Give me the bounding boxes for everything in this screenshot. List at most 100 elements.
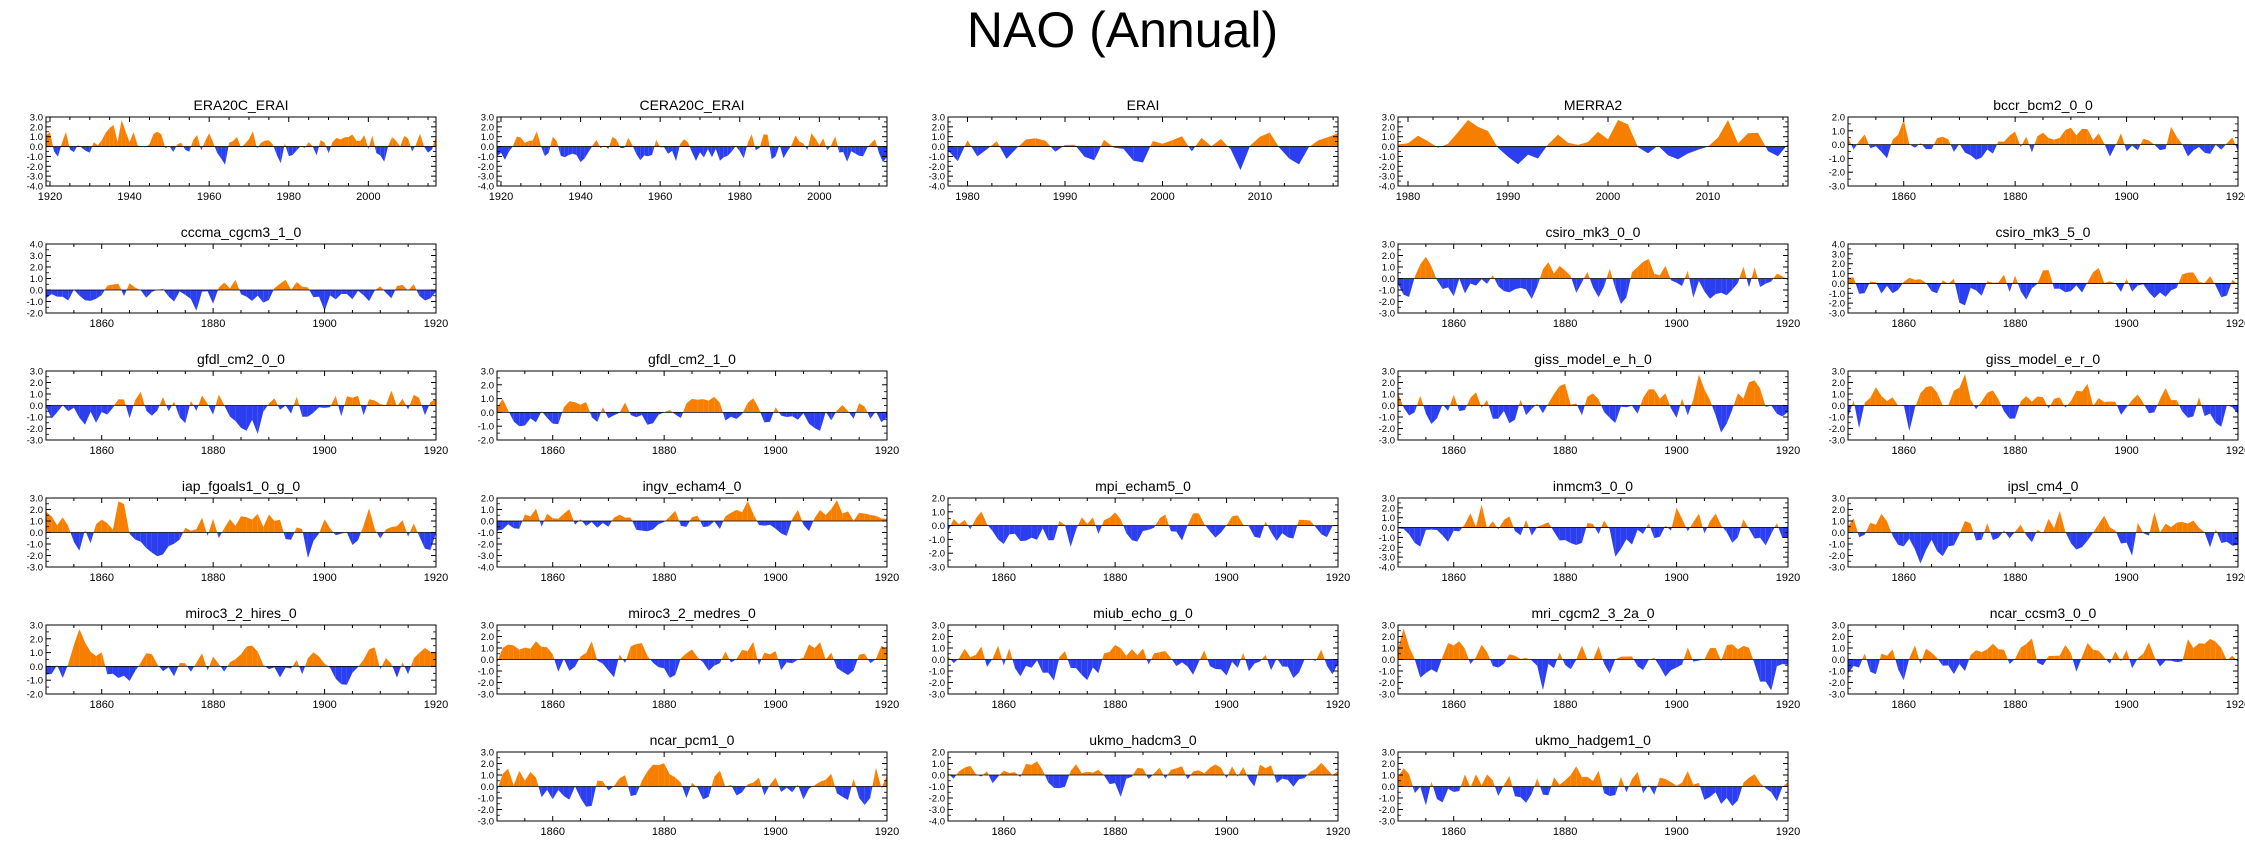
negative-anomaly-fill (1237, 659, 1241, 668)
negative-anomaly-fill (1687, 405, 1692, 416)
negative-anomaly-fill (783, 146, 788, 159)
positive-anomaly-fill (2082, 642, 2088, 660)
y-tick-label: -1.0 (1829, 667, 1845, 678)
positive-anomaly-fill (519, 770, 525, 787)
x-tick-label: 1860 (1891, 191, 1915, 203)
positive-anomaly-fill (2166, 126, 2172, 145)
negative-anomaly-fill (786, 659, 793, 664)
positive-anomaly-fill (619, 775, 626, 787)
negative-anomaly-fill (1765, 527, 1772, 546)
negative-anomaly-fill (1512, 786, 1515, 797)
negative-anomaly-fill (1470, 659, 1475, 665)
positive-anomaly-fill (975, 646, 982, 660)
positive-anomaly-fill (1628, 124, 1638, 147)
negative-anomaly-fill (1686, 527, 1688, 532)
positive-anomaly-fill (692, 515, 698, 521)
positive-anomaly-fill (107, 284, 113, 290)
positive-anomaly-fill (684, 139, 688, 147)
negative-anomaly-fill (107, 405, 113, 415)
negative-anomaly-fill (124, 290, 127, 296)
positive-anomaly-fill (2109, 527, 2116, 533)
positive-anomaly-fill (1468, 120, 1478, 147)
positive-anomaly-fill (358, 395, 361, 406)
negative-anomaly-fill (1059, 775, 1065, 789)
positive-anomaly-fill (2115, 401, 2117, 406)
positive-anomaly-fill (596, 140, 600, 147)
positive-anomaly-fill (569, 401, 575, 413)
y-tick-label: -2.0 (929, 794, 945, 805)
negative-anomaly-fill (853, 412, 856, 419)
positive-anomaly-fill (1914, 645, 1920, 660)
positive-anomaly-fill (1470, 774, 1476, 787)
negative-anomaly-fill (2182, 659, 2183, 662)
negative-anomaly-fill (1289, 146, 1299, 165)
negative-anomaly-fill (1942, 532, 1949, 557)
positive-anomaly-fill (1948, 390, 1954, 406)
negative-anomaly-fill (1976, 283, 1982, 296)
positive-anomaly-fill (205, 133, 210, 147)
negative-anomaly-fill (1443, 405, 1449, 411)
positive-anomaly-fill (1909, 645, 1915, 660)
negative-anomaly-fill (1771, 278, 1774, 282)
y-tick-label: 0.0 (30, 142, 43, 153)
negative-anomaly-fill (870, 786, 873, 798)
positive-anomaly-fill (1942, 136, 1949, 145)
negative-anomaly-fill (346, 532, 353, 545)
negative-anomaly-fill (1749, 278, 1752, 288)
y-tick-label: -4.0 (27, 182, 43, 193)
negative-anomaly-fill (1481, 278, 1488, 284)
positive-anomaly-fill (725, 651, 730, 660)
positive-anomaly-fill (2171, 522, 2177, 533)
positive-anomaly-fill (1870, 387, 1876, 406)
y-tick-label: 3.0 (1382, 367, 1395, 378)
negative-anomaly-fill (168, 290, 175, 302)
positive-anomaly-fill (970, 765, 976, 775)
positive-anomaly-fill (1209, 764, 1216, 775)
negative-anomaly-fill (1765, 659, 1772, 691)
positive-anomaly-fill (1115, 644, 1121, 660)
negative-anomaly-fill (1094, 146, 1101, 161)
positive-anomaly-fill (552, 136, 557, 147)
positive-anomaly-fill (1492, 780, 1495, 787)
x-tick-label: 1880 (1103, 572, 1127, 584)
negative-anomaly-fill (1299, 775, 1305, 780)
y-tick-label: -2.0 (1829, 551, 1845, 562)
positive-anomaly-fill (73, 629, 80, 667)
positive-anomaly-fill (235, 654, 241, 667)
x-tick-label: 1900 (1664, 826, 1688, 838)
y-tick-label: -1.0 (1829, 154, 1845, 165)
x-tick-label: 1920 (875, 699, 899, 711)
x-tick-label: 2000 (1596, 191, 1620, 203)
negative-anomaly-fill (1609, 405, 1616, 423)
y-tick-label: -1.0 (1379, 413, 1395, 424)
negative-anomaly-fill (1608, 527, 1610, 530)
negative-anomaly-fill (1987, 144, 1993, 154)
negative-anomaly-fill (971, 146, 978, 157)
negative-anomaly-fill (1095, 525, 1099, 534)
positive-anomaly-fill (1576, 645, 1582, 660)
positive-anomaly-fill (1559, 265, 1566, 279)
negative-anomaly-fill (2187, 405, 2194, 418)
positive-anomaly-fill (1583, 272, 1588, 279)
positive-anomaly-fill (274, 283, 280, 290)
positive-anomaly-fill (1892, 397, 1898, 406)
x-tick-label: 1860 (89, 699, 113, 711)
negative-anomaly-fill (1254, 775, 1258, 787)
positive-anomaly-fill (2143, 402, 2145, 406)
negative-anomaly-fill (1324, 659, 1327, 666)
positive-anomaly-fill (1903, 277, 1910, 284)
positive-anomaly-fill (624, 137, 629, 147)
negative-anomaly-fill (987, 146, 991, 150)
positive-anomaly-fill (2193, 272, 2199, 284)
positive-anomaly-fill (1310, 768, 1316, 775)
negative-anomaly-fill (1898, 532, 1904, 547)
positive-anomaly-fill (1953, 387, 1960, 406)
negative-anomaly-fill (1954, 283, 1960, 303)
positive-anomaly-fill (1740, 519, 1744, 528)
positive-anomaly-fill (541, 646, 548, 660)
y-tick-label: -1.0 (929, 535, 945, 546)
negative-anomaly-fill (628, 786, 631, 797)
positive-anomaly-fill (1165, 514, 1169, 526)
y-tick-label: 0.0 (481, 655, 494, 666)
